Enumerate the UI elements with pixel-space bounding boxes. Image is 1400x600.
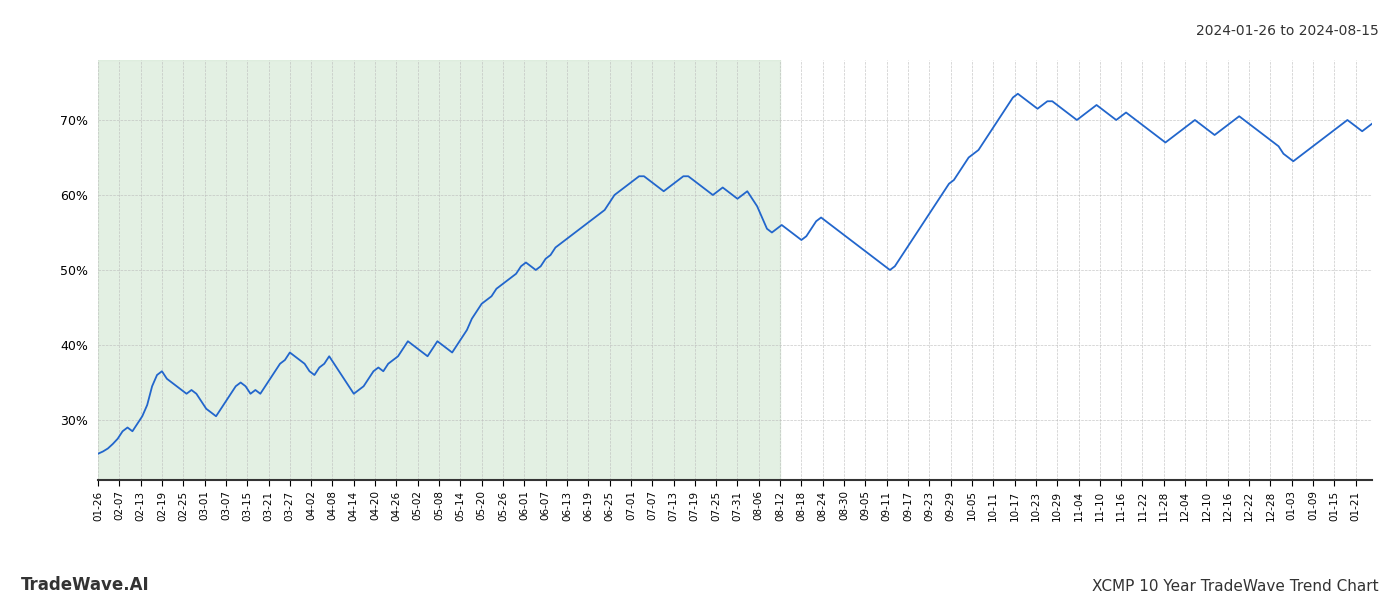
- Bar: [98, 60, 780, 480]
- Text: XCMP 10 Year TradeWave Trend Chart: XCMP 10 Year TradeWave Trend Chart: [1092, 579, 1379, 594]
- Text: TradeWave.AI: TradeWave.AI: [21, 576, 150, 594]
- Text: 2024-01-26 to 2024-08-15: 2024-01-26 to 2024-08-15: [1196, 24, 1379, 38]
